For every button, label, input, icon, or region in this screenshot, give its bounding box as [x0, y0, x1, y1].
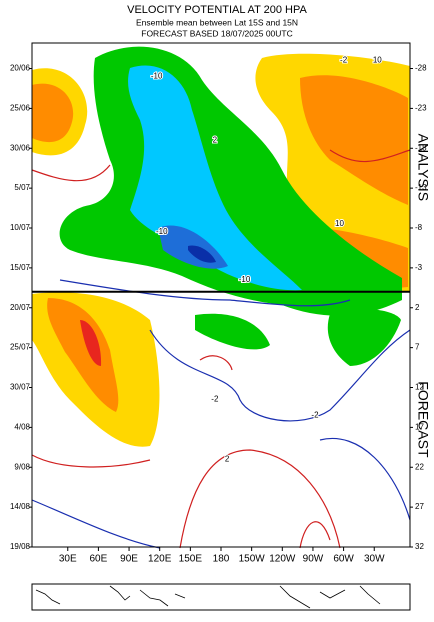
y2-tick-label: -8 [415, 223, 423, 232]
y2-tick-label: 2 [415, 303, 420, 312]
y2-tick-label: -13 [415, 183, 427, 192]
positive-area [47, 298, 119, 412]
contour-field [31, 46, 411, 549]
contour-label: 2 [225, 454, 230, 463]
positive-area [80, 320, 102, 366]
chart-subtitle: Ensemble mean between Lat 15S and 15N [136, 17, 298, 27]
x-tick-label: 30E [59, 554, 77, 565]
negative-area [195, 313, 270, 350]
y2-tick-label: -18 [415, 143, 427, 152]
contour-label: -10 [156, 227, 168, 236]
contour-line [31, 149, 411, 549]
y-tick-label: 30/07 [10, 383, 31, 392]
section-label: ANALYSIS [415, 134, 431, 201]
contour-label: -2 [340, 56, 348, 65]
x-tick-label: 120W [269, 554, 296, 565]
y-tick-label: 30/06 [10, 143, 31, 152]
y2-tick-label: 17 [415, 422, 424, 431]
x-tick-label: 60W [333, 554, 354, 565]
contour-label: 10 [373, 56, 382, 65]
y2-tick-label: 7 [415, 343, 420, 352]
chart-subtitle: FORECAST BASED 18/07/2025 00UTC [141, 28, 293, 38]
y-tick-label: 14/08 [10, 502, 31, 511]
y2-tick-label: 32 [415, 542, 424, 551]
y-tick-label: 15/07 [10, 263, 31, 272]
contour-label: -2 [211, 395, 219, 404]
y-tick-label: 25/06 [10, 104, 31, 113]
contour-label: -10 [239, 275, 251, 284]
y2-tick-label: -3 [415, 263, 423, 272]
y2-tick-label: -23 [415, 104, 427, 113]
contour-label: -10 [151, 72, 163, 81]
negative-area [188, 245, 216, 263]
y-tick-label: 20/07 [10, 303, 31, 312]
y-tick-label: 5/07 [14, 183, 30, 192]
x-tick-label: 30W [364, 554, 385, 565]
chart-title: VELOCITY POTENTIAL AT 200 HPA [127, 4, 307, 16]
contour-label: -2 [311, 411, 319, 420]
positive-area [300, 75, 408, 206]
y-tick-label: 25/07 [10, 343, 31, 352]
positive-area [32, 83, 74, 143]
contour-label: 2 [213, 135, 218, 144]
x-tick-label: 120E [148, 554, 172, 565]
coastline [35, 585, 381, 609]
y-tick-label: 4/08 [14, 422, 30, 431]
y-tick-label: 20/06 [10, 64, 31, 73]
y-tick-label: 10/07 [10, 223, 31, 232]
y-tick-label: 19/08 [10, 542, 31, 551]
map-strip [31, 583, 411, 611]
y2-tick-label: 22 [415, 462, 424, 471]
x-tick-label: 150E [179, 554, 203, 565]
x-tick-label: 90W [303, 554, 324, 565]
x-tick-label: 180 [213, 554, 230, 565]
negative-area [327, 308, 401, 366]
y2-tick-label: 12 [415, 383, 424, 392]
y-tick-label: 9/08 [14, 462, 30, 471]
x-tick-label: 90E [120, 554, 138, 565]
map-frame [31, 583, 411, 611]
contour-line [31, 279, 411, 549]
contour-label: 10 [335, 219, 344, 228]
y2-tick-label: -28 [415, 64, 427, 73]
x-tick-label: 60E [90, 554, 108, 565]
x-tick-label: 150W [239, 554, 266, 565]
y2-tick-label: 27 [415, 502, 424, 511]
section-label: FORECAST [415, 381, 431, 458]
